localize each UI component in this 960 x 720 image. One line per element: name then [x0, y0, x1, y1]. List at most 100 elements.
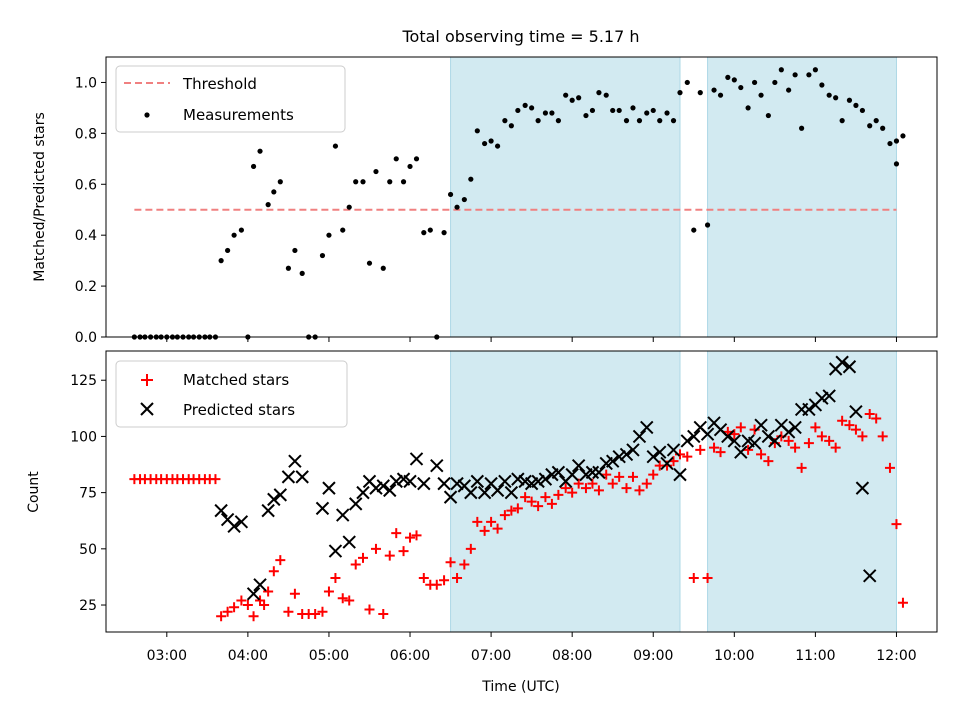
measurement-point: [353, 179, 359, 185]
predicted-star-point: [403, 474, 417, 489]
predicted-star-point: [214, 503, 228, 518]
x-tick-label: 08:00: [552, 648, 592, 664]
predicted-star-point: [680, 434, 695, 448]
x-tick-label: 04:00: [228, 648, 268, 664]
matched-star-point: [506, 505, 517, 516]
measurement-point: [340, 227, 346, 233]
chart-title: Total observing time = 5.17 h: [401, 27, 639, 46]
matched-star-point: [682, 451, 693, 462]
predicted-star-point: [571, 458, 586, 473]
measurement-point: [684, 79, 690, 86]
measurement-point: [299, 270, 305, 276]
predicted-star-point: [660, 456, 674, 471]
measurement-point: [576, 95, 582, 101]
measurement-point: [893, 138, 900, 144]
predicted-star-point: [443, 490, 458, 504]
matched-star-point: [344, 595, 355, 606]
matched-star-point: [783, 435, 794, 446]
matched-star-point: [405, 532, 416, 543]
matched-star-point: [790, 442, 801, 453]
bottom-x-ticks: 03:00 04:00 05:00 06:00 07:00 08:00 09:00 10:00…: [147, 632, 917, 664]
bottom-plot-frame: [105, 350, 938, 633]
matched-star-point: [499, 510, 510, 521]
predicted-star-point: [619, 447, 634, 462]
measurement-point: [238, 227, 244, 233]
predicted-star-point: [477, 485, 492, 500]
measurement-point: [792, 72, 798, 78]
matched-star-point: [229, 602, 240, 613]
measurement-point: [387, 179, 393, 185]
matched-star-point: [803, 438, 814, 449]
matched-star-point: [540, 492, 551, 503]
predicted-legend-marker: [140, 402, 154, 416]
predicted-star-point: [632, 429, 647, 444]
matched-star-point: [702, 573, 713, 584]
matched-star-point: [520, 492, 531, 503]
measurement-point: [691, 227, 697, 233]
matched-star-point: [222, 606, 233, 617]
predicted-star-point: [336, 508, 350, 522]
matched-star-point: [756, 449, 767, 460]
matched-star-point: [587, 478, 598, 489]
threshold-legend-label: Threshold: [182, 75, 257, 93]
measurement-point: [393, 156, 399, 162]
matched-star-point: [370, 543, 381, 554]
matched-star-point: [850, 424, 861, 435]
measurement-point: [380, 265, 386, 271]
measurement-point: [373, 168, 379, 175]
measurement-point: [758, 92, 764, 98]
measurement-point: [441, 230, 447, 236]
matched-star-point: [418, 573, 429, 584]
predicted-star-point: [822, 389, 836, 403]
predicted-star-point: [646, 449, 660, 464]
matched-star-point: [526, 496, 537, 507]
matched-star-point: [384, 550, 395, 561]
measurement-point: [711, 87, 717, 93]
matched-star-point: [236, 595, 247, 606]
y-tick-label: 75: [79, 486, 97, 502]
predicted-star-point: [700, 427, 715, 441]
measurement-point: [765, 112, 771, 119]
matched-star-point: [242, 600, 253, 611]
measurement-point: [873, 118, 879, 124]
measurement-point: [447, 191, 454, 198]
measurement-point: [650, 107, 656, 114]
y-tick-label: 0.4: [75, 228, 97, 244]
measurement-point: [697, 90, 703, 96]
measurement-point: [704, 222, 711, 228]
y-tick-label: 0.0: [75, 330, 97, 346]
measurement-point: [482, 140, 488, 147]
measurement-point: [285, 265, 292, 271]
predicted-star-point: [863, 569, 877, 583]
measurement-point: [644, 110, 650, 116]
measurement-point: [833, 95, 839, 101]
y-tick-label: 50: [79, 542, 97, 558]
measurement-point: [717, 92, 724, 98]
predicted-star-point: [383, 483, 397, 498]
measurement-point: [319, 252, 326, 259]
measurement-point: [657, 118, 663, 124]
matched-star-point: [857, 431, 868, 442]
predicted-star-point: [626, 443, 640, 457]
measurement-point: [745, 105, 751, 111]
measurement-point: [522, 102, 528, 108]
y-tick-label: 125: [70, 373, 97, 389]
matched-star-point: [621, 483, 632, 494]
matched-star-point: [830, 442, 841, 453]
matched-star-point: [816, 431, 827, 442]
predicted-star-point: [369, 481, 383, 495]
bottom-legend: Matched stars Predicted stars: [115, 360, 348, 428]
measurement-point: [616, 107, 622, 114]
predicted-star-point: [430, 458, 444, 473]
measurement-point: [515, 107, 521, 114]
observing-window-span: [707, 56, 897, 338]
measurement-point: [826, 92, 832, 98]
matched-star-point: [695, 444, 706, 455]
matched-star-point: [884, 462, 895, 473]
observing-window-span: [707, 350, 897, 633]
predicted-star-point: [687, 429, 701, 444]
measurement-point: [859, 107, 866, 114]
matched-star-point: [259, 600, 270, 611]
measurement-point: [277, 179, 283, 185]
